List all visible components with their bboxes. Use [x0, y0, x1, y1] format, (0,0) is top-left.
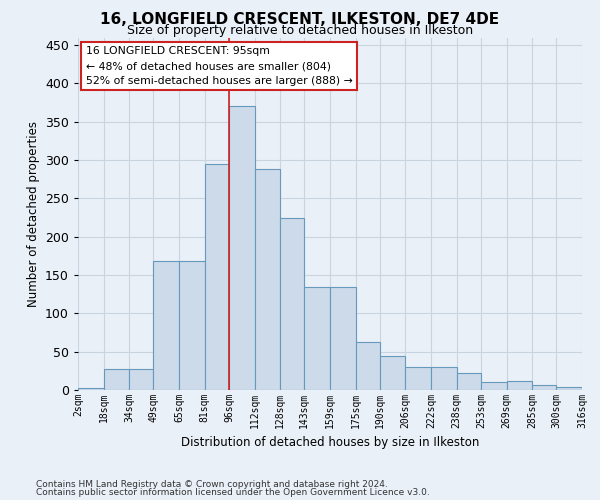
Bar [130, 368, 154, 390]
Bar [229, 106, 254, 390]
X-axis label: Distribution of detached houses by size in Ilkeston: Distribution of detached houses by size … [181, 436, 479, 450]
Bar [406, 367, 431, 390]
Bar [582, 388, 600, 390]
Text: Contains public sector information licensed under the Open Government Licence v3: Contains public sector information licen… [36, 488, 430, 497]
Bar [304, 286, 330, 390]
Bar [104, 368, 130, 390]
Bar [179, 262, 205, 390]
Bar [356, 342, 380, 390]
Y-axis label: Number of detached properties: Number of detached properties [26, 120, 40, 306]
Text: 16, LONGFIELD CRESCENT, ILKESTON, DE7 4DE: 16, LONGFIELD CRESCENT, ILKESTON, DE7 4D… [100, 12, 500, 28]
Bar [254, 170, 280, 390]
Bar [556, 387, 582, 390]
Bar [280, 218, 304, 390]
Bar [431, 367, 457, 390]
Bar [205, 164, 229, 390]
Bar [330, 286, 356, 390]
Bar [78, 388, 104, 390]
Text: Contains HM Land Registry data © Crown copyright and database right 2024.: Contains HM Land Registry data © Crown c… [36, 480, 388, 489]
Bar [481, 382, 506, 390]
Bar [506, 381, 532, 390]
Bar [154, 262, 179, 390]
Text: 16 LONGFIELD CRESCENT: 95sqm
← 48% of detached houses are smaller (804)
52% of s: 16 LONGFIELD CRESCENT: 95sqm ← 48% of de… [86, 46, 352, 86]
Bar [380, 356, 406, 390]
Bar [532, 386, 556, 390]
Bar [457, 373, 481, 390]
Text: Size of property relative to detached houses in Ilkeston: Size of property relative to detached ho… [127, 24, 473, 37]
